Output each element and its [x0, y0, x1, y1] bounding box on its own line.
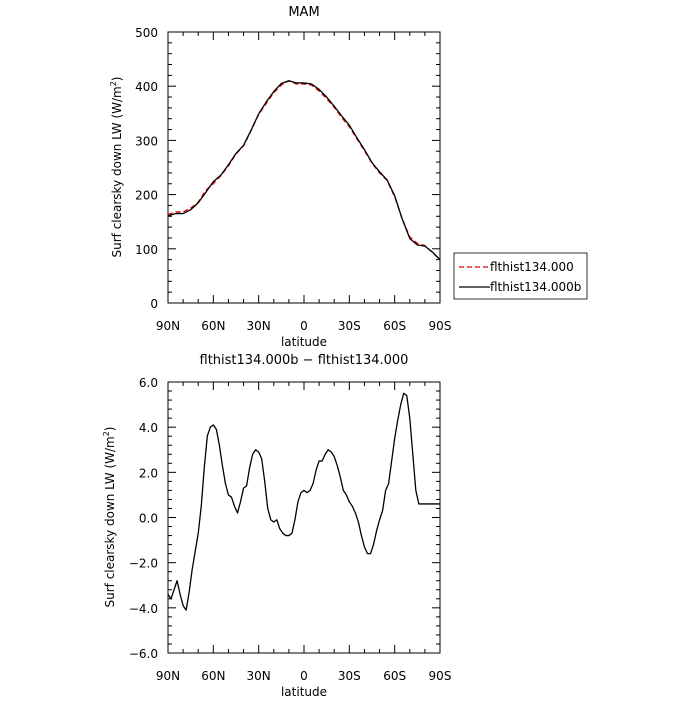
- top-y-tick-label: 0: [150, 297, 158, 311]
- bottom-x-tick-label: 30N: [247, 669, 271, 683]
- bottom-y-tick-labels: −6.0 −4.0 −2.0 0.0 2.0 4.0 6.0: [129, 376, 158, 661]
- bottom-y-tick-label: −2.0: [129, 557, 158, 571]
- bottom-x-tick-label: 60N: [201, 669, 225, 683]
- top-y-axis-label-close: ): [110, 76, 124, 81]
- top-chart-title: MAM: [288, 5, 319, 20]
- bottom-series-line-1: [167, 392, 440, 611]
- top-y-tick-label: 300: [135, 134, 158, 148]
- bottom-x-tick-label: 0: [300, 669, 308, 683]
- bottom-y-tick-label: 0.0: [139, 512, 158, 526]
- bottom-x-tick-label: 30S: [338, 669, 361, 683]
- bottom-y-axis-label: Surf clearsky down LW (W/m2): [102, 426, 117, 607]
- top-y-tick-label: 500: [135, 26, 158, 40]
- top-plot-frame: [167, 31, 441, 304]
- bottom-y-axis-label-close: ): [103, 426, 117, 431]
- top-y-tick-labels: 0 100 200 300 400 500: [135, 26, 158, 311]
- top-x-tick-label: 30S: [338, 319, 361, 333]
- top-x-tick-label: 90S: [429, 319, 452, 333]
- top-axis-ticks: [167, 31, 441, 304]
- top-y-tick-label: 200: [135, 189, 158, 203]
- top-series-line-2: [167, 80, 441, 261]
- bottom-y-tick-label: −6.0: [129, 647, 158, 661]
- bottom-series-lines: [167, 392, 440, 611]
- bottom-y-tick-label: 2.0: [139, 466, 158, 480]
- bottom-y-tick-label: −4.0: [129, 602, 158, 616]
- legend-label-series-2: flthist134.000b: [490, 280, 581, 294]
- bottom-y-axis-label-main: Surf clearsky down LW (W/m: [103, 436, 117, 607]
- top-x-tick-label: 60S: [383, 319, 406, 333]
- top-y-axis-label-superscript: 2: [109, 81, 118, 86]
- bottom-y-axis-label-superscript: 2: [102, 431, 111, 436]
- top-panel: MAM 90N 60N 30N 0 30S 60S 90S 0 100 200 300 400 500…: [109, 5, 588, 349]
- top-y-tick-label: 100: [135, 243, 158, 257]
- bottom-x-tick-label: 90S: [429, 669, 452, 683]
- top-x-tick-label: 0: [300, 319, 308, 333]
- bottom-axis-ticks: [167, 381, 441, 654]
- top-series-line-1: [167, 80, 441, 261]
- bottom-x-tick-labels: 90N 60N 30N 0 30S 60S 90S: [156, 669, 452, 683]
- bottom-chart-title: flthist134.000b − flthist134.000: [200, 353, 409, 368]
- top-x-tick-label: 90N: [156, 319, 180, 333]
- bottom-x-tick-label: 90N: [156, 669, 180, 683]
- top-x-tick-label: 30N: [247, 319, 271, 333]
- top-x-tick-labels: 90N 60N 30N 0 30S 60S 90S: [156, 319, 452, 333]
- legend-box: [453, 252, 588, 300]
- bottom-plot-frame: [167, 381, 441, 654]
- top-legend: flthist134.000 flthist134.000b: [453, 252, 588, 300]
- top-series-lines: [167, 80, 441, 261]
- top-x-tick-label: 60N: [201, 319, 225, 333]
- top-x-axis-label: latitude: [281, 335, 327, 349]
- bottom-x-tick-label: 60S: [383, 669, 406, 683]
- bottom-y-tick-label: 6.0: [139, 376, 158, 390]
- bottom-y-tick-label: 4.0: [139, 421, 158, 435]
- top-y-tick-label: 400: [135, 80, 158, 94]
- bottom-panel: flthist134.000b − flthist134.000 90N 60N 3…: [102, 353, 451, 699]
- bottom-x-axis-label: latitude: [281, 685, 327, 699]
- top-y-axis-label-main: Surf clearsky down LW (W/m: [110, 86, 124, 257]
- legend-label-series-1: flthist134.000: [490, 260, 574, 274]
- top-y-axis-label: Surf clearsky down LW (W/m2): [109, 76, 124, 257]
